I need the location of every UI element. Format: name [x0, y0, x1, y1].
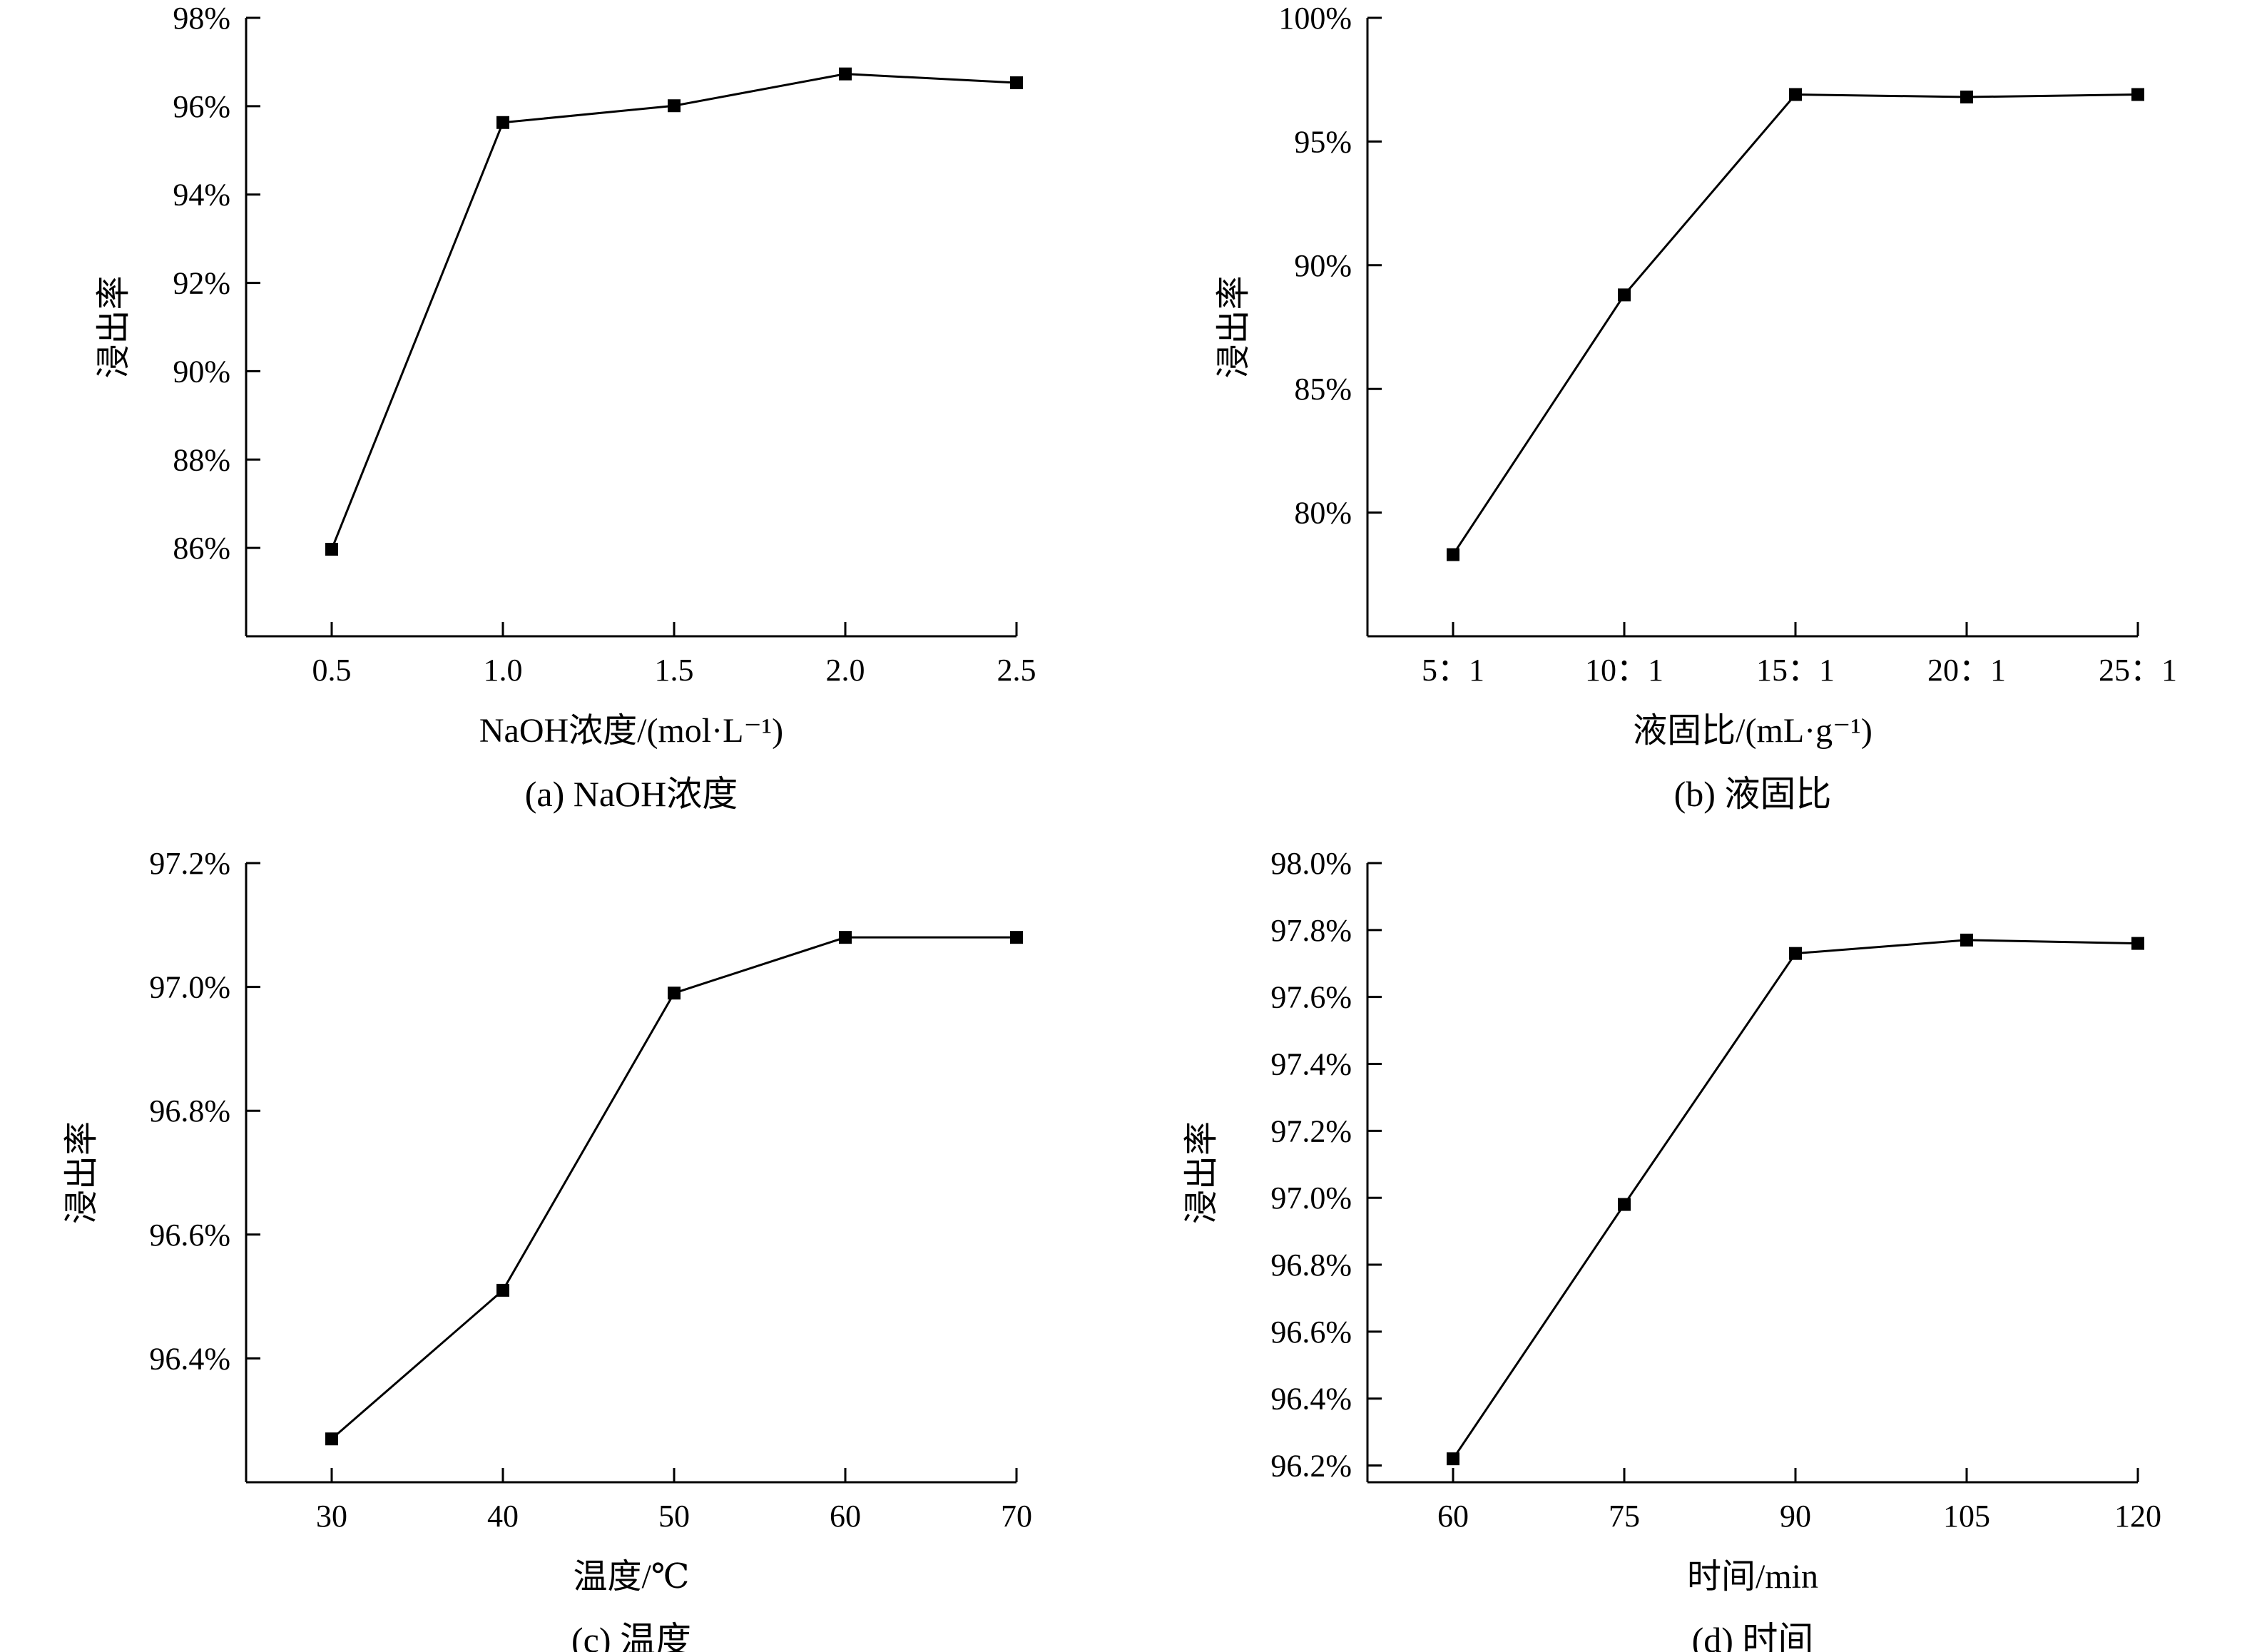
y-axis-label: 浸出率 — [95, 275, 133, 378]
y-tick-label: 96.8% — [1270, 1248, 1352, 1283]
y-tick-label: 97.0% — [1270, 1181, 1352, 1215]
x-tick-label: 60 — [830, 1499, 861, 1534]
y-tick-label: 92% — [173, 266, 230, 301]
x-tick-label: 2.0 — [826, 653, 865, 688]
x-tick-label: 50 — [658, 1499, 690, 1534]
y-tick-label: 97.2% — [149, 846, 230, 881]
x-tick-label: 10：1 — [1585, 653, 1663, 688]
series-line — [1452, 939, 2139, 1459]
data-point — [1618, 1198, 1631, 1211]
data-point — [1789, 88, 1802, 101]
data-point — [1010, 76, 1023, 90]
y-tick-label: 98% — [173, 1, 230, 36]
y-tick-label: 96.4% — [149, 1341, 230, 1376]
data-point — [2131, 937, 2144, 950]
data-point — [839, 931, 852, 944]
y-tick-label: 97.0% — [149, 970, 230, 1005]
data-point — [668, 99, 681, 113]
series-line — [331, 936, 1017, 1440]
x-tick-label: 5：1 — [1422, 653, 1484, 688]
x-tick-label: 25：1 — [2099, 653, 2177, 688]
x-axis-label: 时间/min — [1687, 1558, 1818, 1596]
panel-caption: (c) 温度 — [571, 1620, 691, 1652]
y-tick-label: 97.8% — [1270, 913, 1352, 948]
panel-b: 80% 85% 90% 95% 100% 5：1 10：1 15：1 20：1 25：1 液固比/(… — [1215, 1, 2177, 814]
y-tick-label: 100% — [1278, 1, 1352, 36]
y-tick-label: 90% — [173, 354, 230, 389]
x-tick-label: 120 — [2114, 1499, 2161, 1534]
y-tick-label: 80% — [1294, 496, 1352, 531]
y-tick-label: 88% — [173, 442, 230, 477]
y-tick-label: 96.4% — [1270, 1382, 1352, 1417]
x-tick-label: 105 — [1943, 1499, 1990, 1534]
y-tick-label: 86% — [173, 531, 230, 566]
x-axis-label: NaOH浓度/(mol·L⁻¹) — [479, 712, 783, 750]
data-point — [2131, 88, 2144, 101]
y-tick-label: 97.4% — [1270, 1047, 1352, 1082]
y-tick-label: 95% — [1294, 124, 1352, 159]
x-axis-label: 液固比/(mL·g⁻¹) — [1633, 712, 1872, 750]
y-tick-label: 98.0% — [1270, 846, 1352, 881]
y-tick-label: 94% — [173, 178, 230, 213]
x-tick-label: 20：1 — [1927, 653, 2006, 688]
y-axis-label: 浸出率 — [1215, 275, 1253, 378]
x-tick-label: 1.0 — [484, 653, 523, 688]
data-point — [1447, 1452, 1459, 1466]
panel-caption: (d) 时间 — [1692, 1620, 1814, 1652]
panel-caption: (b) 液固比 — [1674, 774, 1832, 814]
x-tick-label: 70 — [1001, 1499, 1032, 1534]
y-tick-label: 96.6% — [149, 1218, 230, 1253]
panel-d: 96.2% 96.4% 96.6% 96.8% 97.0% 97.2% 97.4% 97.6%… — [1183, 846, 2161, 1652]
data-point — [496, 116, 509, 129]
y-tick-label: 85% — [1294, 372, 1352, 407]
x-tick-label: 30 — [316, 1499, 347, 1534]
x-tick-label: 90 — [1780, 1499, 1811, 1534]
data-point — [1447, 548, 1459, 561]
data-point — [1618, 288, 1631, 302]
y-tick-label: 97.6% — [1270, 980, 1352, 1015]
panel-caption: (a) NaOH浓度 — [525, 774, 738, 814]
x-tick-label: 40 — [487, 1499, 519, 1534]
series-line — [330, 73, 1017, 550]
y-tick-label: 97.2% — [1270, 1113, 1352, 1148]
data-point — [325, 543, 338, 556]
data-point — [668, 986, 681, 1000]
panel-c: 96.4% 96.6% 96.8% 97.0% 97.2% 30 40 50 60 70 温度/℃ (… — [63, 846, 1032, 1652]
data-point — [1789, 947, 1802, 960]
x-tick-label: 15：1 — [1756, 653, 1835, 688]
x-axis-label: 温度/℃ — [573, 1558, 689, 1596]
data-point — [1960, 90, 1973, 103]
data-point — [1010, 931, 1023, 944]
y-axis-label: 浸出率 — [63, 1121, 101, 1224]
data-point — [496, 1283, 509, 1297]
y-axis-label: 浸出率 — [1183, 1121, 1221, 1224]
y-tick-label: 90% — [1294, 248, 1352, 283]
series-line — [1452, 93, 2139, 556]
x-tick-label: 0.5 — [312, 653, 352, 688]
y-tick-label: 96% — [173, 89, 230, 124]
y-tick-label: 96.2% — [1270, 1449, 1352, 1484]
data-point — [1960, 933, 1973, 947]
x-tick-label: 60 — [1437, 1499, 1469, 1534]
x-tick-label: 75 — [1609, 1499, 1640, 1534]
data-point — [325, 1432, 338, 1446]
data-point — [839, 67, 852, 81]
panel-a: 86% 88% 90% 92% 94% 96% 98% 0.5 1.0 1.5 2.0 2.5 NaOH… — [95, 1, 1036, 814]
y-tick-label: 96.8% — [149, 1093, 230, 1128]
x-tick-label: 2.5 — [997, 653, 1036, 688]
x-tick-label: 1.5 — [655, 653, 694, 688]
y-tick-label: 96.6% — [1270, 1315, 1352, 1350]
